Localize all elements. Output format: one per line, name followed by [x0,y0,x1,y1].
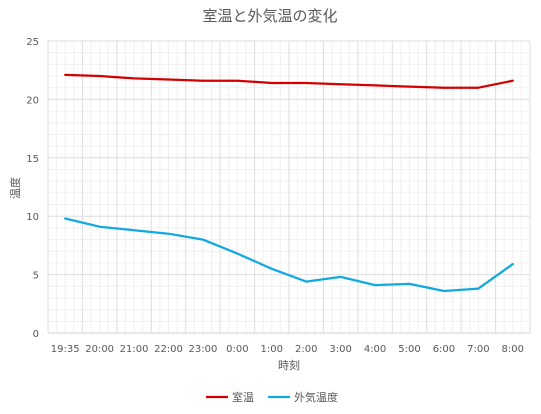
x-tick-label: 6:00 [433,344,455,355]
x-tick-label: 5:00 [398,344,420,355]
y-tick-label: 0 [33,329,39,340]
series-line-2 [64,217,514,293]
y-tick-label: 15 [26,154,39,165]
y-tick-label: 10 [26,212,39,223]
x-tick-label: 8:00 [502,344,524,355]
x-tick-label: 4:00 [364,344,386,355]
legend-label-2: 外気温度 [294,390,338,404]
x-tick-label: 0:00 [226,344,248,355]
x-tick-label: 19:35 [51,344,80,355]
y-tick-label: 20 [26,95,39,106]
x-tick-label: 20:00 [85,344,114,355]
legend: 室温 外気温度 [206,390,338,404]
x-axis-ticks: 19:35 20:00 21:00 22:00 23:00 0:00 1:00 2:00 3:0… [51,344,524,355]
x-axis-label: 時刻 [278,358,300,372]
x-tick-label: 23:00 [189,344,218,355]
y-axis-label: 温度 [8,177,22,199]
y-tick-label: 25 [26,37,39,48]
y-tick-label: 5 [33,271,39,282]
series-line-1 [64,73,514,89]
x-tick-label: 22:00 [154,344,183,355]
major-gridlines [47,40,531,334]
x-tick-label: 2:00 [295,344,317,355]
x-tick-label: 3:00 [329,344,351,355]
y-axis-ticks: 0 5 10 15 20 25 [26,37,39,340]
legend-label-1: 室温 [232,390,254,404]
x-tick-label: 7:00 [467,344,489,355]
x-tick-label: 1:00 [261,344,283,355]
series-lines [64,73,514,293]
x-tick-label: 21:00 [120,344,149,355]
chart-title: 室温と外気温の変化 [202,7,337,25]
